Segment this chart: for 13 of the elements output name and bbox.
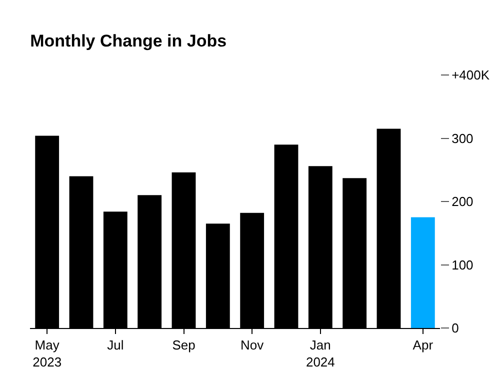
y-tick-label: 100: [452, 257, 474, 272]
chart-title: Monthly Change in Jobs: [30, 31, 227, 50]
x-tick-label: Sep: [172, 338, 196, 353]
y-tick-label: 0: [452, 320, 459, 336]
bar: [410, 217, 435, 328]
x-tick-label: Nov: [240, 338, 264, 353]
x-tick-label: Apr: [412, 338, 434, 353]
y-tick-label: +400K: [452, 68, 490, 83]
y-tick-label: 300: [452, 130, 474, 146]
x-tick-label: Jan 2024: [306, 338, 335, 370]
y-tick-label: 200: [452, 194, 474, 210]
x-tick-label: May 2023: [32, 338, 62, 370]
x-tick-label: Jul: [107, 338, 124, 353]
